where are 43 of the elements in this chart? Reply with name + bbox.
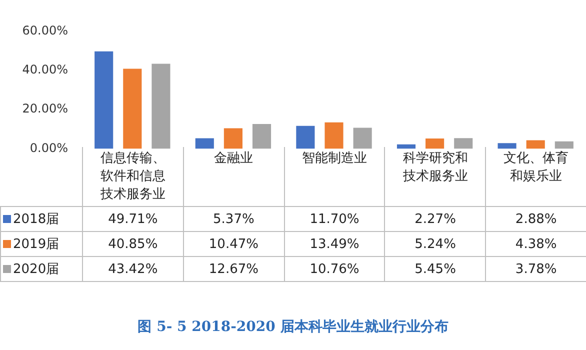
bar — [454, 138, 473, 149]
data-label: 2.88% — [486, 206, 586, 232]
legend-label: 2018届 — [0, 206, 82, 232]
x-tick-label: 信息传输、软件和信息技术服务业 — [82, 147, 184, 206]
bar — [152, 64, 170, 149]
data-label: 4.38% — [486, 232, 586, 256]
bar — [498, 143, 516, 149]
bar — [554, 141, 574, 149]
data-label: 11.70% — [284, 206, 385, 232]
data-label: 13.49% — [284, 232, 385, 256]
bar — [296, 126, 315, 149]
bar — [353, 128, 372, 149]
x-tick-label: 金融业 — [183, 147, 284, 206]
data-label: 43.42% — [82, 256, 184, 282]
text: 图 5- 5 2018-2020 届本科毕业生就业行业分布 — [136, 318, 450, 336]
data-label: 40.85% — [82, 232, 184, 256]
bar — [252, 124, 272, 149]
bar — [195, 138, 214, 149]
bar — [94, 51, 114, 149]
data-label: 10.47% — [183, 232, 284, 256]
legend-label: 2020届 — [0, 256, 82, 282]
data-label: 5.45% — [384, 256, 486, 282]
bar — [396, 144, 416, 149]
data-label: 10.76% — [284, 256, 385, 282]
data-label: 3.78% — [486, 256, 586, 282]
bar — [123, 68, 142, 149]
legend-label: 2019届 — [0, 232, 82, 256]
data-label: 5.24% — [384, 232, 486, 256]
data-label: 5.37% — [183, 206, 284, 232]
bar — [526, 140, 545, 149]
y-tick-label: 0.00% — [30, 140, 68, 155]
data-label: 49.71% — [82, 206, 184, 232]
bar — [324, 122, 344, 149]
data-label: 12.67% — [183, 256, 284, 282]
bar — [224, 128, 242, 149]
y-tick-label: 40.00% — [22, 62, 68, 77]
y-tick-label: 60.00% — [22, 23, 68, 38]
x-tick-label: 科学研究和技术服务业 — [384, 147, 486, 206]
x-tick-label: 文化、体育和娱乐业 — [486, 147, 586, 206]
data-label: 2.27% — [384, 206, 486, 232]
y-tick-label: 20.00% — [22, 102, 68, 116]
x-tick-label: 智能制造业 — [284, 147, 385, 206]
bar — [426, 138, 444, 149]
